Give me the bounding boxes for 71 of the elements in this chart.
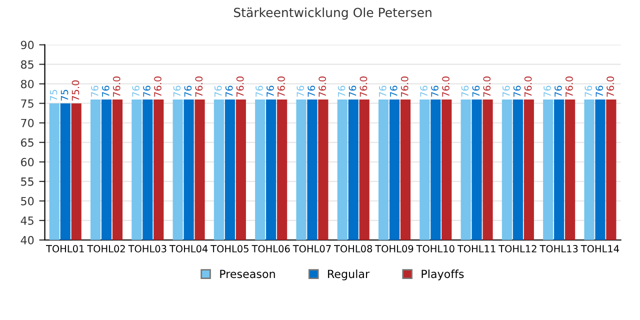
y-tick-label: 60 bbox=[21, 158, 34, 166]
x-tick-label: TOHL12 bbox=[498, 245, 536, 252]
y-tick-label: 75 bbox=[21, 99, 34, 108]
data-label: 76 bbox=[513, 86, 521, 97]
data-label: 76 bbox=[214, 86, 222, 97]
data-label: 76 bbox=[461, 86, 469, 97]
data-label: 76.0 bbox=[483, 76, 491, 97]
data-label: 76.0 bbox=[278, 76, 285, 97]
data-label: 76 bbox=[379, 86, 386, 97]
data-label: 76 bbox=[338, 86, 346, 97]
data-label: 76.0 bbox=[236, 76, 244, 97]
x-tick-label: TOHL04 bbox=[169, 245, 208, 252]
x-tick-label: TOHL07 bbox=[292, 245, 331, 252]
data-label: 75.0 bbox=[72, 80, 80, 101]
legend-label: Preseason bbox=[220, 270, 275, 278]
data-label: 76 bbox=[296, 86, 304, 97]
data-label: 76 bbox=[502, 86, 510, 97]
data-label: 76 bbox=[544, 86, 551, 97]
y-tick-label: 80 bbox=[21, 80, 34, 88]
data-label: 76 bbox=[431, 86, 438, 97]
x-tick-label: TOHL13 bbox=[540, 245, 578, 252]
y-tick-label: 70 bbox=[21, 118, 34, 128]
x-tick-label: TOHL14 bbox=[580, 245, 620, 252]
data-label: 76.0 bbox=[360, 76, 368, 97]
data-label: 76 bbox=[596, 86, 604, 97]
y-tick-label: 45 bbox=[20, 216, 34, 225]
data-label: 76.0 bbox=[154, 76, 162, 97]
x-tick-label: TOHL03 bbox=[128, 245, 166, 252]
data-label: 76 bbox=[102, 86, 110, 97]
data-label: 76.0 bbox=[112, 76, 120, 97]
data-label: 76 bbox=[420, 86, 428, 97]
data-label: 76 bbox=[554, 86, 562, 97]
data-label: 75 bbox=[50, 90, 58, 101]
x-tick-label: TOHL02 bbox=[87, 245, 125, 252]
data-label: 76.0 bbox=[606, 76, 614, 97]
data-label: 76 bbox=[390, 86, 398, 97]
data-label: 76.0 bbox=[318, 76, 326, 97]
data-label: 76.0 bbox=[400, 76, 408, 97]
legend-label: Regular bbox=[328, 270, 370, 280]
y-tick-label: 50 bbox=[21, 196, 34, 206]
data-label: 76.0 bbox=[195, 76, 203, 97]
data-label: 76 bbox=[91, 86, 98, 97]
data-label: 76 bbox=[266, 86, 274, 97]
x-tick-label: TOHL09 bbox=[375, 245, 414, 252]
x-tick-label: TOHL06 bbox=[252, 245, 290, 252]
data-label: 76 bbox=[173, 86, 181, 97]
data-label: 76.0 bbox=[524, 76, 532, 97]
x-tick-label: TOHL08 bbox=[334, 245, 372, 252]
data-label: 76 bbox=[584, 86, 592, 97]
data-label: 76 bbox=[225, 86, 233, 97]
data-label: 76 bbox=[348, 86, 356, 97]
data-label: 75 bbox=[60, 90, 68, 101]
data-label: 76 bbox=[143, 86, 150, 97]
y-tick-label: 55 bbox=[21, 178, 34, 186]
data-label: 76 bbox=[132, 86, 140, 97]
y-tick-label: 40 bbox=[20, 236, 34, 244]
x-tick-label: TOHL01 bbox=[46, 245, 84, 252]
y-tick-label: 90 bbox=[20, 40, 34, 50]
x-tick-label: TOHL05 bbox=[210, 245, 248, 252]
y-tick-label: 65 bbox=[21, 138, 34, 147]
y-tick-label: 85 bbox=[21, 60, 34, 69]
data-label: 76 bbox=[256, 86, 263, 97]
data-label: 76 bbox=[184, 86, 192, 97]
data-label: 76 bbox=[472, 86, 480, 97]
data-label: 76.0 bbox=[566, 76, 573, 97]
data-label: 76 bbox=[308, 86, 316, 97]
x-tick-label: TOHL10 bbox=[416, 245, 454, 252]
x-tick-label: TOHL11 bbox=[457, 245, 496, 252]
chart-title: Stärkeentwicklung Ole Petersen bbox=[234, 8, 432, 20]
legend-label: Playoffs bbox=[422, 270, 464, 280]
data-label: 76.0 bbox=[442, 76, 450, 97]
